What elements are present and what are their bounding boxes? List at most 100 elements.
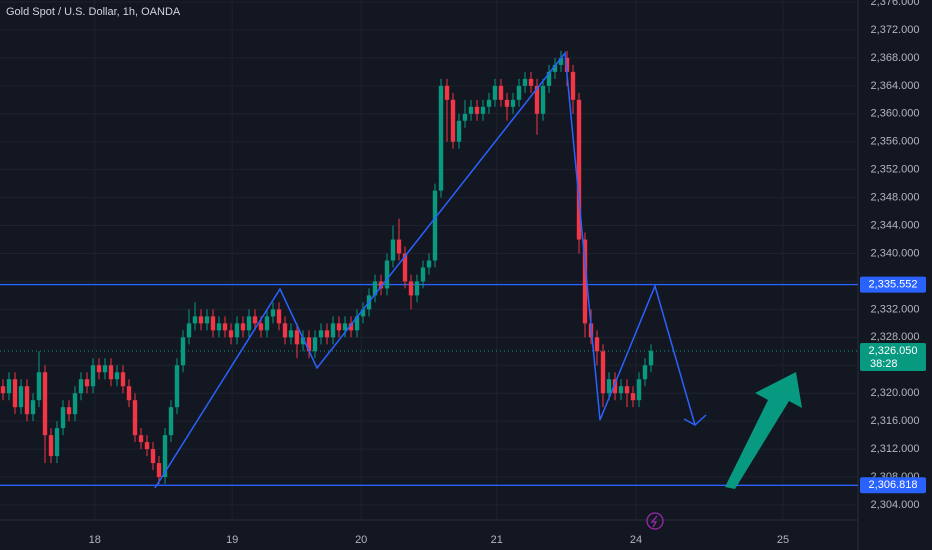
- y-tick-label: 2,320.000: [871, 387, 920, 399]
- y-tick-label: 2,360.000: [871, 108, 920, 120]
- candle-body: [624, 386, 630, 394]
- y-tick-label: 2,344.000: [871, 219, 920, 231]
- candle-body: [132, 400, 138, 436]
- y-tick-label: 2,312.000: [871, 443, 920, 455]
- levels: [0, 283, 858, 486]
- candle-body: [474, 106, 480, 114]
- candle-body: [432, 190, 438, 261]
- candle-body: [414, 281, 420, 296]
- candle-body: [354, 316, 360, 331]
- level-label-bg: [860, 477, 926, 494]
- candle-body: [426, 260, 432, 268]
- candle-body: [186, 323, 192, 338]
- event-icon[interactable]: [646, 512, 664, 530]
- x-tick-label: 25: [777, 534, 789, 546]
- candle-body: [600, 351, 606, 394]
- candle-body: [324, 330, 330, 338]
- y-tick-label: 2,332.000: [871, 303, 920, 315]
- candle-body: [282, 323, 288, 338]
- candle-body: [60, 407, 66, 429]
- candle-body: [348, 323, 354, 331]
- candle-body: [420, 267, 426, 282]
- candle-body: [618, 386, 624, 394]
- candle-body: [468, 106, 474, 114]
- candle-body: [438, 85, 444, 191]
- candle-body: [126, 386, 132, 401]
- candle-body: [234, 323, 240, 338]
- last-price-label: 2,326.050: [869, 345, 918, 357]
- candle-body: [252, 316, 258, 324]
- candle-body: [216, 323, 222, 331]
- candle-body: [384, 260, 390, 289]
- candle-body: [312, 337, 318, 352]
- y-tick-label: 2,368.000: [871, 52, 920, 64]
- candle-body: [18, 386, 24, 408]
- y-tick-label: 2,376.000: [871, 0, 920, 8]
- candle-body: [582, 239, 588, 324]
- candle-body: [546, 71, 552, 86]
- candle-body: [378, 281, 384, 289]
- candle-body: [228, 330, 234, 338]
- candle-body: [336, 323, 342, 331]
- candle-body: [318, 330, 324, 338]
- candle-body: [168, 407, 174, 436]
- candle-body: [12, 379, 18, 408]
- candle-body: [636, 379, 642, 401]
- x-tick-label: 24: [630, 534, 642, 546]
- up-arrow: [725, 372, 802, 489]
- candle-body: [576, 99, 582, 240]
- candle-body: [480, 106, 486, 114]
- x-tick-label: 19: [226, 534, 238, 546]
- candle-body: [402, 253, 408, 282]
- level-label: 2,335.552: [869, 278, 918, 290]
- x-tick-label: 21: [491, 534, 503, 546]
- y-tick-label: 2,352.000: [871, 164, 920, 176]
- candle-body: [528, 78, 534, 86]
- candle-body: [144, 442, 150, 450]
- candle-body: [174, 365, 180, 408]
- candle-body: [630, 393, 636, 401]
- candle-body: [516, 85, 522, 100]
- candle-body: [522, 78, 528, 86]
- candle-body: [114, 372, 120, 380]
- candle-body: [552, 64, 558, 72]
- y-tick-label: 2,340.000: [871, 247, 920, 259]
- candle-body: [300, 337, 306, 345]
- chart-title: Gold Spot / U.S. Dollar, 1h, OANDA: [6, 6, 181, 18]
- candle-body: [606, 379, 612, 394]
- y-tick-label: 2,304.000: [871, 499, 920, 511]
- axes: 2,304.0002,308.0002,312.0002,316.0002,32…: [89, 0, 926, 546]
- candle-body: [204, 316, 210, 324]
- candle-body: [264, 316, 270, 331]
- candle-body: [30, 400, 36, 415]
- y-tick-label: 2,356.000: [871, 136, 920, 148]
- candle-body: [24, 386, 30, 415]
- candle-body: [510, 99, 516, 107]
- candle-body: [360, 309, 366, 317]
- candle-body: [102, 365, 108, 373]
- candle-body: [462, 113, 468, 121]
- candle-body: [540, 85, 546, 114]
- candle-body: [84, 379, 90, 387]
- candle-body: [504, 99, 510, 107]
- candle-body: [192, 316, 198, 324]
- candle-body: [330, 323, 336, 338]
- candle-body: [294, 330, 300, 345]
- candle-body: [564, 57, 570, 72]
- candle-body: [492, 85, 498, 100]
- level-label-bg: [860, 276, 926, 293]
- candle-body: [240, 323, 246, 331]
- y-tick-label: 2,372.000: [871, 24, 920, 36]
- candle-body: [48, 435, 54, 457]
- last-price-bg: [860, 342, 926, 371]
- candle-body: [372, 281, 378, 296]
- candles: [0, 50, 654, 485]
- candle-body: [558, 57, 564, 65]
- candle-body: [96, 365, 102, 373]
- event-bolt: [650, 515, 658, 528]
- candle-body: [90, 365, 96, 387]
- zigzag-drawing: [154, 51, 696, 489]
- candle-body: [642, 365, 648, 380]
- x-tick-label: 20: [355, 534, 367, 546]
